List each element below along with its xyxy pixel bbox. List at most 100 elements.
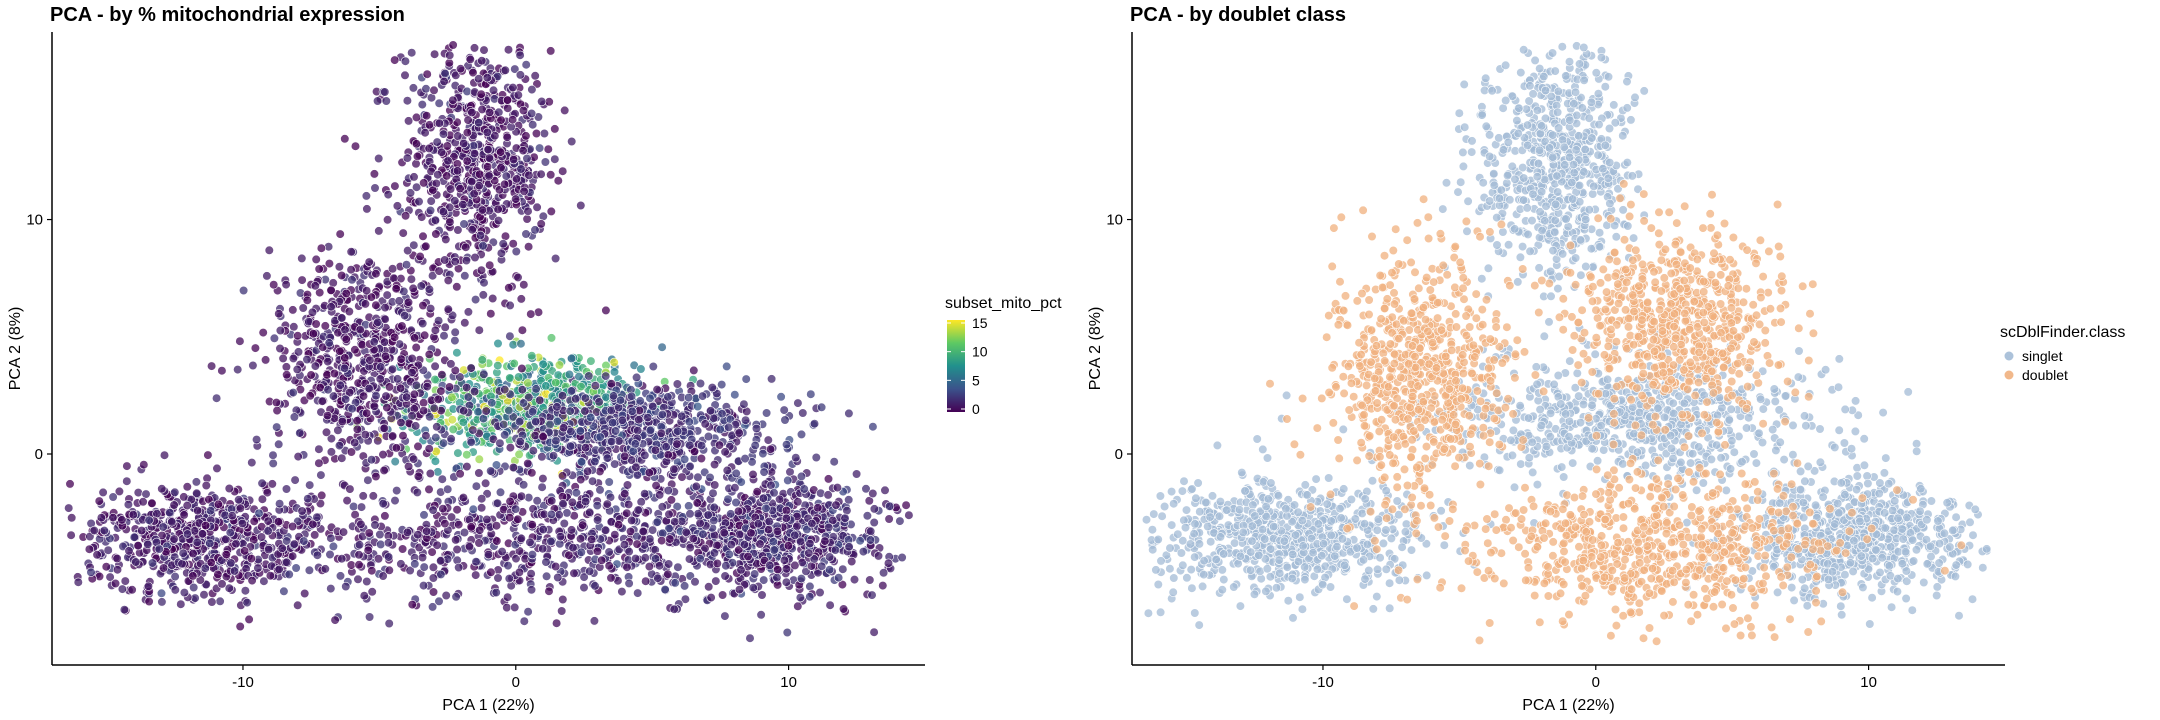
data-point (500, 179, 510, 189)
data-point (468, 67, 478, 78)
data-point (492, 498, 503, 508)
data-point (521, 229, 531, 239)
data-point (324, 259, 335, 269)
data-point (479, 45, 489, 55)
data-point (371, 471, 381, 482)
data-point (790, 560, 800, 571)
data-point (292, 364, 302, 375)
data-point (798, 408, 808, 418)
data-point (479, 278, 489, 288)
data-point (514, 417, 525, 427)
data-point (565, 441, 576, 451)
data-point (188, 571, 198, 581)
data-point (631, 372, 642, 383)
data-point (404, 116, 414, 126)
data-point (463, 307, 474, 317)
colorbar-tick-label: 10 (972, 344, 988, 360)
data-point (500, 385, 510, 395)
data-point (117, 515, 127, 525)
data-point (656, 428, 666, 438)
data-point (693, 401, 703, 412)
data-point (670, 578, 680, 588)
data-point (609, 357, 619, 368)
data-point (832, 483, 843, 493)
data-point (430, 361, 440, 371)
data-point (169, 500, 179, 510)
data-point (337, 313, 347, 323)
data-point (371, 300, 381, 310)
data-point (476, 89, 486, 99)
data-point (248, 360, 258, 371)
data-point (510, 64, 520, 74)
data-point (557, 471, 568, 481)
data-point (530, 430, 540, 441)
data-point (541, 571, 552, 581)
data-point (679, 454, 690, 464)
data-point (304, 565, 315, 575)
data-point (753, 519, 763, 529)
data-point (709, 548, 720, 558)
data-point (483, 162, 493, 172)
data-point (257, 494, 268, 504)
data-point (781, 505, 792, 516)
data-point (411, 159, 421, 169)
data-point (369, 169, 380, 179)
data-point (439, 331, 449, 341)
data-point (636, 364, 646, 374)
data-point (491, 587, 501, 598)
data-point (793, 398, 803, 408)
data-point (274, 564, 284, 575)
data-point (772, 526, 783, 536)
data-point (235, 336, 245, 346)
data-point (1441, 178, 1452, 188)
data-point (534, 143, 545, 153)
data-point (450, 336, 460, 346)
data-point (851, 469, 862, 479)
data-point (353, 574, 363, 584)
data-point (156, 588, 167, 598)
data-point (337, 416, 347, 427)
data-point (700, 419, 710, 429)
data-point (855, 536, 865, 546)
data-point (229, 566, 240, 576)
data-point (432, 137, 442, 147)
data-point (330, 615, 340, 625)
data-point (498, 239, 508, 249)
data-point (374, 226, 384, 236)
data-point (352, 424, 363, 434)
data-point (496, 147, 506, 157)
data-point (868, 488, 878, 499)
data-point (758, 449, 768, 459)
data-point (112, 553, 122, 564)
data-point (865, 575, 875, 585)
data-point (445, 202, 455, 212)
data-point (86, 567, 96, 577)
data-point (445, 50, 455, 60)
data-point (538, 524, 548, 535)
data-point (422, 111, 432, 121)
data-point (374, 153, 384, 164)
data-point (326, 302, 336, 312)
data-point (620, 489, 630, 499)
data-point (419, 406, 429, 416)
data-point (131, 557, 141, 567)
data-point (358, 391, 369, 401)
data-point (602, 499, 612, 509)
data-point (112, 565, 123, 575)
data-point (275, 499, 285, 509)
data-point (297, 253, 307, 263)
data-point (122, 476, 132, 486)
data-point (65, 479, 75, 489)
data-point (179, 587, 189, 598)
data-point (781, 440, 792, 450)
data-point (272, 406, 282, 416)
data-point (622, 562, 632, 572)
data-point (458, 200, 468, 210)
data-point (400, 70, 410, 80)
data-point (110, 578, 121, 589)
data-point (517, 385, 527, 395)
data-point (368, 491, 378, 501)
data-point (451, 535, 461, 545)
data-point (739, 539, 750, 550)
data-point (517, 363, 527, 374)
